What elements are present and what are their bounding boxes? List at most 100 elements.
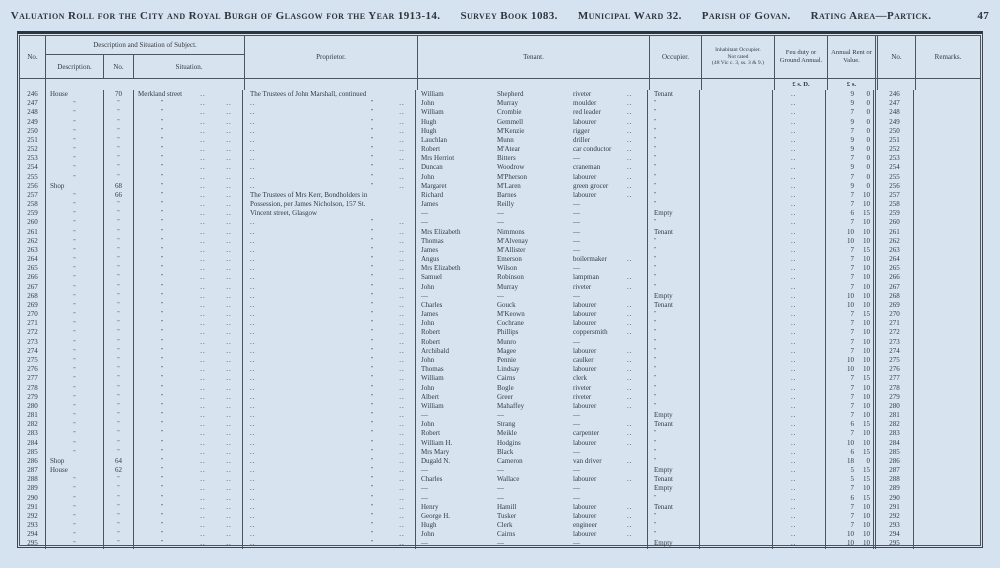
cell-situation: "....	[134, 521, 243, 531]
rent-pounds: 7	[850, 245, 855, 254]
cell-street-no: "	[104, 117, 134, 127]
tenant-dots: ..	[627, 502, 633, 511]
column-header-proprietor: Proprietor.	[245, 36, 418, 78]
tenant-dots	[627, 200, 647, 209]
cell-description: "	[46, 392, 104, 402]
cell-entry-no-right: 258	[876, 200, 914, 210]
cell-tenant: Mrs Mary Black —	[416, 447, 648, 457]
cell-entry-no: 270	[20, 310, 46, 320]
proprietor-dots: ..	[399, 429, 405, 438]
situation-dots: ..	[226, 355, 232, 364]
tenant-occupation: labourer	[573, 172, 597, 181]
situation-value: "	[160, 283, 164, 290]
rent-shillings: 0	[866, 117, 871, 126]
cell-proprietor: .. "..	[243, 337, 416, 347]
rent-shillings: 0	[866, 99, 871, 108]
tenant-dots	[627, 411, 647, 420]
situation-dots: ..	[200, 90, 206, 98]
cell-remarks	[914, 539, 980, 548]
cell-inhabitant-occupier	[700, 539, 773, 549]
tenant-dots: ..	[627, 300, 633, 309]
tenant-occupation: coppersmith	[573, 328, 608, 337]
tenant-occupation: riveter	[573, 90, 592, 98]
cell-annual-rent: 10 10	[826, 539, 876, 549]
cell-street-no: "	[104, 145, 134, 155]
cell-street-no: 70	[104, 90, 134, 100]
rent-shillings: 10	[863, 190, 870, 199]
cell-feu-duty: ..	[773, 484, 826, 494]
tenant-occupation: engineer	[573, 521, 598, 530]
tenant-forename: Thomas	[421, 236, 444, 245]
page-number: 47	[977, 10, 990, 22]
proprietor-dots: ..	[399, 401, 405, 410]
cell-inhabitant-occupier	[700, 456, 773, 467]
proprietor-dots: ..	[399, 108, 405, 117]
situation-dots: ..	[200, 145, 206, 154]
tenant-dots: ..	[627, 126, 633, 135]
situation-value: "	[160, 356, 164, 363]
tenant-forename: Robert	[421, 328, 441, 337]
cell-tenant: — — —	[416, 539, 648, 549]
proprietor-ditto: "	[370, 522, 374, 529]
tenant-occupation: labourer	[573, 365, 597, 374]
cell-occupier: "	[648, 145, 700, 155]
situation-dots: ..	[200, 255, 206, 264]
rent-pounds: 9	[850, 145, 855, 154]
situation-value: "	[160, 246, 164, 253]
cell-street-no: "	[104, 172, 134, 182]
situation-dots: ..	[226, 365, 232, 374]
description-value: "	[73, 495, 76, 502]
cell-situation: "....	[134, 200, 243, 210]
cell-occupier: "	[648, 218, 700, 228]
cell-proprietor: .. "..	[243, 438, 416, 448]
tenant-forename: John	[421, 282, 435, 291]
cell-occupier: "	[648, 264, 700, 274]
cell-entry-no: 257	[20, 190, 46, 201]
cell-entry-no-right: 273	[876, 337, 914, 347]
tenant-dots: ..	[627, 255, 633, 264]
cell-occupier: Tenant	[648, 420, 700, 430]
cell-occupier: "	[648, 319, 700, 329]
rent-pounds: 7	[850, 429, 855, 438]
cell-remarks	[914, 200, 980, 209]
proprietor-ditto: "	[370, 512, 374, 519]
cell-entry-no-right: 262	[876, 236, 914, 246]
situation-value: "	[160, 210, 164, 217]
proprietor-ditto: "	[370, 412, 374, 419]
situation-value: "	[160, 375, 164, 382]
situation-dots: ..	[226, 530, 232, 539]
cell-inhabitant-occupier	[700, 163, 773, 173]
cell-tenant: William Crombie red leader..	[416, 108, 648, 118]
cell-remarks	[914, 228, 980, 237]
tenant-forename: George H.	[421, 511, 451, 520]
cell-tenant: John Murray riveter..	[416, 282, 648, 292]
cell-street-no: "	[104, 310, 134, 320]
cell-proprietor: .. "..	[243, 530, 416, 540]
proprietor-dots: ..	[399, 475, 405, 484]
cell-inhabitant-occupier	[700, 346, 773, 356]
proprietor-dots: ..	[399, 236, 405, 245]
cell-situation: "....	[134, 190, 243, 201]
cell-proprietor: .. "..	[243, 145, 416, 155]
situation-dots: ..	[226, 493, 232, 502]
table-row: 264 " " "...... ".. Angus Emerson boilermaker..…	[20, 255, 980, 265]
proprietor-dots: ..	[399, 145, 405, 154]
cell-proprietor: .. "..	[243, 108, 416, 118]
table-row: 286 Shop 64 "...... ".. Dugald N. Cameron van d…	[20, 456, 980, 467]
proprietor-value: The Trustees of Mrs Kerr, Bondholders in	[250, 190, 368, 199]
cell-remarks	[914, 521, 980, 530]
rent-pounds: 7	[850, 218, 855, 227]
cell-proprietor: The Trustees of Mrs Kerr, Bondholders in	[243, 190, 416, 201]
cell-proprietor: .. "..	[243, 346, 416, 356]
cell-annual-rent: 7 10	[826, 319, 876, 329]
table-row: 253 " " "...... ".. Mrs Herriot Bitters —.. ".. 7…	[20, 154, 980, 164]
table-row: 293 " " "...... ".. Hugh Clerk engineer.. ".. 7 10…	[20, 521, 980, 531]
proprietor-dots: ..	[250, 218, 256, 227]
tenant-occupation: —	[573, 447, 580, 456]
situation-value: "	[160, 329, 164, 336]
cell-tenant: — — —	[416, 493, 648, 503]
cell-situation: "....	[134, 154, 243, 164]
feu-units-label: £ s. D.	[775, 79, 828, 90]
tenant-occupation: labourer	[573, 319, 597, 328]
